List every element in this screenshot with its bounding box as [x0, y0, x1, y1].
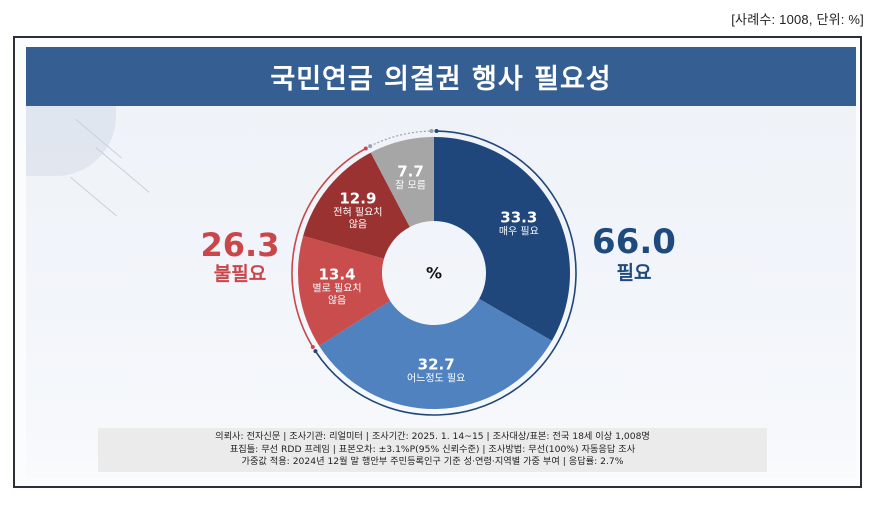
bracket-arc-end — [363, 146, 368, 151]
sample-size-unit-note: [사례수: 1008, 단위: %] — [731, 12, 864, 27]
bracket-arc — [314, 130, 577, 416]
segment-label: 13.4 별로 필요치 않음 — [312, 265, 362, 308]
group-bracket-arcs — [291, 129, 577, 416]
donut-slice — [303, 152, 410, 259]
segment-value: 12.9 — [339, 189, 377, 208]
unnecessary-label: 불필요 — [213, 263, 267, 285]
bracket-arc-end — [429, 129, 434, 134]
segment-label: 7.7 잘 모름 — [395, 163, 426, 192]
footnote-line-2: 표집틀: 무선 RDD 프레임 | 표본오차: ±3.1%P(95% 신뢰수준)… — [229, 443, 636, 455]
segment-category: 않음 — [348, 219, 368, 231]
necessary-label: 필요 — [616, 262, 652, 284]
footnote-line-1: 의뢰사: 전자신문 | 조사기관: 리얼미터 | 조사기간: 2025. 1. … — [215, 431, 650, 442]
segment-value: 13.4 — [318, 265, 356, 284]
bracket-arc — [369, 130, 432, 147]
segment-value: 32.7 — [417, 355, 455, 374]
segment-value: 7.7 — [397, 162, 424, 181]
segment-category: 매우 필요 — [498, 226, 539, 238]
segment-category: 잘 모름 — [395, 180, 426, 192]
decorative-line — [95, 147, 150, 193]
necessary-summary: 66.0 필요 — [588, 223, 680, 285]
donut-slice — [434, 137, 570, 341]
bracket-arc-end — [434, 129, 439, 134]
bracket-arc-end — [313, 349, 318, 354]
segment-label: 32.7 어느정도 필요 — [407, 356, 465, 385]
bracket-arc-end — [368, 144, 373, 149]
necessary-total: 66.0 — [592, 222, 676, 262]
unnecessary-total: 26.3 — [200, 226, 280, 264]
donut-chart — [291, 129, 577, 416]
segment-category: 전혀 필요치 — [333, 207, 383, 219]
footnote-line-3: 가중값 적용: 2024년 12월 말 행안부 주민등록인구 기준 성·연령·지… — [241, 456, 624, 467]
segment-category: 않음 — [327, 295, 347, 307]
segment-value: 33.3 — [500, 208, 538, 227]
chart-title: 국민연금 의결권 행사 필요성 — [270, 64, 612, 95]
segment-category: 어느정도 필요 — [406, 373, 466, 385]
title-bar: 국민연금 의결권 행사 필요성 — [26, 47, 856, 106]
unnecessary-summary: 26.3 불필요 — [200, 228, 280, 286]
survey-footnote: 의뢰사: 전자신문 | 조사기관: 리얼미터 | 조사기간: 2025. 1. … — [98, 428, 767, 472]
segment-label: 33.3 매우 필요 — [499, 209, 539, 238]
donut-slice — [319, 298, 552, 409]
center-unit-label: % — [425, 263, 443, 283]
bracket-arc-end — [310, 344, 315, 349]
donut-slice — [298, 235, 391, 346]
donut-slices — [298, 137, 570, 409]
decorative-line — [70, 177, 117, 217]
segment-category: 별로 필요치 — [312, 283, 362, 295]
segment-label: 12.9 전혀 필요치 않음 — [333, 189, 383, 232]
bracket-arc — [291, 147, 367, 348]
donut-slice — [370, 137, 434, 227]
